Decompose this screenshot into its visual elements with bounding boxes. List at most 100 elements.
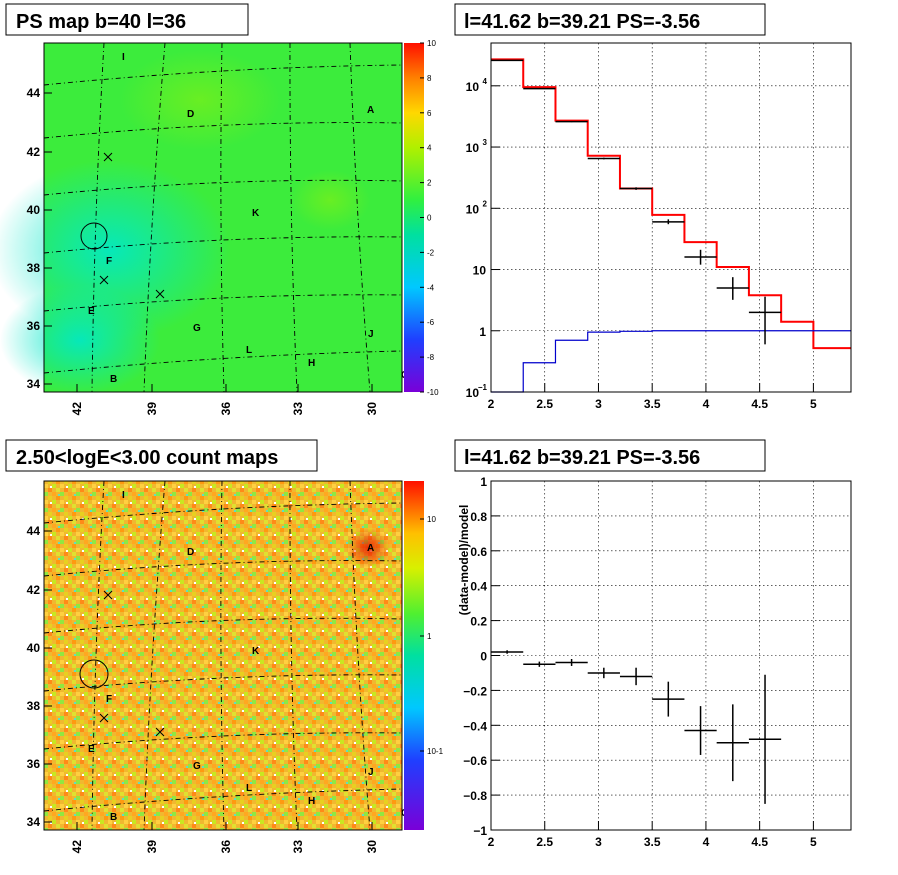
count-map-frame [43, 480, 403, 831]
spectrum-title: l=41.62 b=39.21 PS=-3.56 [464, 11, 700, 33]
y-tick-label: 42 [27, 145, 41, 159]
x-tick-label: 42 [70, 840, 84, 854]
source-cross-marker [103, 590, 113, 600]
selected-position-circle [80, 222, 108, 250]
y-tick-label: −0.6 [463, 754, 487, 768]
source-label-a: A [367, 105, 374, 116]
source-label-g: G [193, 761, 201, 772]
ps-map-title: PS map b=40 l=36 [16, 11, 186, 33]
source-label-f: F [106, 694, 112, 705]
y-tick-label: 44 [27, 524, 41, 538]
spectrum-frame [490, 42, 852, 393]
ps-map-high-region-2 [290, 170, 370, 230]
longitude-line [91, 42, 105, 393]
y-tick-label: 0.6 [470, 545, 487, 559]
source-label-f: F [106, 256, 112, 267]
source-label-h: H [308, 358, 315, 369]
longitude-line [349, 42, 371, 393]
y-tick-label: 34 [27, 377, 41, 391]
source-label-e: E [88, 744, 95, 755]
residual-ylabel: (data-model)/model [457, 505, 471, 616]
colorbar-tick-label: 0 [427, 214, 432, 223]
spectrum-title-box [454, 3, 766, 36]
residual-title-box [454, 439, 766, 472]
source-label-k: K [252, 208, 260, 219]
x-tick-label: 2 [488, 835, 495, 849]
x-tick-label: 33 [291, 840, 305, 854]
colorbar-tick-label: -4 [427, 283, 435, 292]
x-tick-label: 39 [145, 402, 159, 416]
colorbar-tick-label: -2 [427, 248, 435, 257]
longitude-line [289, 480, 298, 831]
y-tick-label: 1 [479, 325, 486, 339]
colorbar-tick-label: -10 [427, 388, 439, 397]
x-tick-label: 3.5 [644, 835, 661, 849]
y-tick-label: 44 [27, 86, 41, 100]
colorbar-tick-label: 8 [427, 74, 432, 83]
y-tick-label: 36 [27, 757, 41, 771]
count-map-hot-spot [346, 528, 390, 568]
count-map-title-box [5, 439, 318, 472]
component-histogram [491, 330, 851, 393]
residual-panel: 1 0.8 0.6 0.4 0.2 0 −0.2 −0.4 −0.6 −0.8 −1 2 2.5 3 3.… [454, 439, 852, 849]
y-tick-label: 10 [473, 264, 487, 278]
colorbar-tick-label: 10 [427, 39, 436, 48]
ps-map-frame [43, 42, 403, 393]
x-tick-label: 3 [595, 397, 602, 411]
x-tick-label: 2.5 [536, 835, 553, 849]
colorbar-tick-label: 10 [427, 515, 436, 524]
source-cross-marker [103, 152, 113, 162]
residual-title: l=41.62 b=39.21 PS=-3.56 [464, 447, 700, 469]
x-tick-label: 3.5 [644, 397, 661, 411]
longitude-line [91, 480, 105, 831]
longitude-line [220, 42, 225, 393]
count-map-selected-circle [79, 659, 109, 689]
y-tick-label: 36 [27, 319, 41, 333]
source-label-b: B [110, 374, 117, 385]
y-tick-label: −0.2 [463, 684, 487, 698]
source-label-g: G [193, 323, 201, 334]
y-tick-exponent: 2 [483, 199, 488, 208]
y-tick-label: 10 [466, 80, 480, 94]
source-label-k: K [252, 646, 260, 657]
y-tick-exponent: 3 [483, 138, 488, 147]
y-tick-label: 0.8 [470, 510, 487, 524]
x-tick-label: 30 [365, 840, 379, 854]
ps-map-low-region-2 [0, 285, 160, 395]
y-tick-label: 1 [480, 475, 487, 489]
longitude-line [289, 42, 298, 393]
y-tick-label: 38 [27, 261, 41, 275]
longitude-line [143, 480, 166, 831]
source-label-j: J [368, 329, 374, 340]
source-label-a: A [367, 543, 374, 554]
ps-map-title-box [5, 3, 249, 36]
count-map-colorbar [404, 481, 424, 830]
model-histogram [491, 58, 851, 350]
y-tick-label: 40 [27, 641, 41, 655]
x-tick-label: 4.5 [751, 835, 768, 849]
count-map-title: 2.50<logE<3.00 count maps [16, 447, 278, 469]
y-tick-exponent: −1 [478, 383, 488, 392]
y-tick-label: 10 [466, 202, 480, 216]
source-label-i: I [122, 490, 125, 501]
y-tick-label: 38 [27, 699, 41, 713]
x-tick-label: 36 [219, 840, 233, 854]
ps-map-high-region [120, 50, 280, 150]
source-cross-marker [155, 289, 165, 299]
x-tick-label: 4 [703, 397, 710, 411]
x-tick-label: 5 [810, 835, 817, 849]
y-tick-label: 10 [466, 141, 480, 155]
ps-map-colorbar [404, 43, 424, 392]
source-label-b: B [110, 812, 117, 823]
source-label-i: I [122, 52, 125, 63]
x-tick-label: 4.5 [751, 397, 768, 411]
y-tick-label: −0.4 [463, 719, 487, 733]
y-tick-label: 40 [27, 203, 41, 217]
longitude-line [349, 480, 371, 831]
source-cross-marker [155, 727, 165, 737]
x-tick-label: 3 [595, 835, 602, 849]
y-tick-label: −1 [473, 824, 487, 838]
